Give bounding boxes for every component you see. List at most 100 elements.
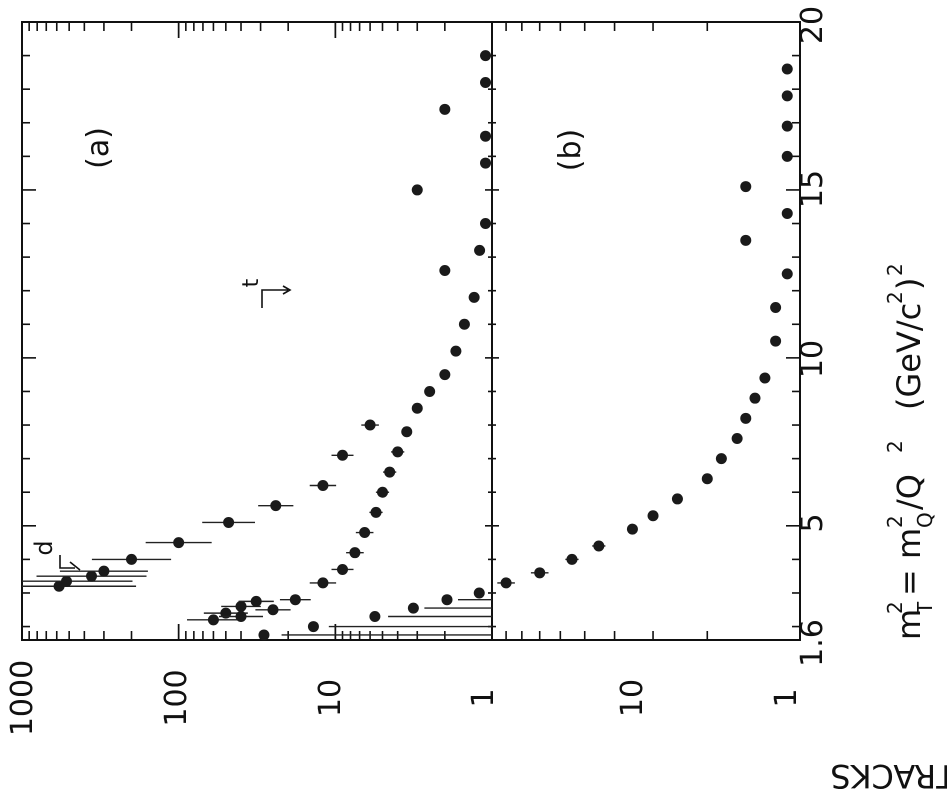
data-point [207, 614, 219, 626]
data-point [317, 480, 329, 491]
data-point [384, 466, 396, 478]
data-point [566, 553, 578, 565]
data-point [250, 595, 262, 607]
panel-b-frame [491, 21, 801, 641]
y-tick-label: 1 [466, 688, 501, 707]
data-point [781, 90, 793, 102]
x-label-sup: 2 [883, 263, 907, 276]
x-label-eq: = m [890, 528, 928, 596]
data-point [359, 527, 371, 539]
data-point [740, 181, 752, 193]
x-label-units: (GeV/c [890, 303, 928, 410]
data-point [349, 547, 361, 559]
y-tick-label: 10 [615, 679, 650, 717]
data-point [715, 453, 727, 465]
data-point [647, 510, 659, 522]
y-tick-label: 1 [769, 688, 804, 707]
annotation-t-bracket [261, 285, 292, 308]
data-point [450, 345, 462, 357]
x-label-sub: Q [913, 512, 937, 528]
data-point [411, 402, 423, 414]
x-tick-label: 5 [795, 513, 830, 532]
x-label-sub: T [913, 601, 937, 615]
data-point [458, 318, 470, 330]
x-axis-label: m T 2 = m Q 2 /Q 2 (GeV/c 2 ) 2 [883, 263, 937, 640]
data-point [770, 335, 782, 347]
data-point [289, 594, 301, 606]
x-label-sup: 2 [883, 440, 907, 453]
data-point [749, 392, 761, 404]
panel-a-label: (a) [81, 127, 116, 169]
data-point [439, 369, 451, 381]
data-point [441, 594, 453, 606]
x-label-sup: 2 [883, 291, 907, 304]
x-label-slash: /Q [890, 474, 928, 510]
data-point [701, 473, 713, 485]
annotation-d-bracket [59, 555, 81, 571]
data-point [235, 610, 247, 622]
data-point [267, 604, 279, 616]
data-point [439, 103, 451, 115]
data-point [474, 244, 486, 256]
data-point [439, 265, 451, 277]
data-point [376, 486, 388, 498]
data-point [235, 600, 247, 612]
data-point [407, 602, 419, 614]
data-point [781, 63, 793, 75]
data-point [781, 268, 793, 280]
annotation-t: t [239, 278, 292, 308]
data-point [392, 446, 404, 458]
data-point [480, 50, 492, 62]
data-point [534, 567, 546, 579]
data-point [223, 516, 235, 528]
y-tick-label: 10 [313, 679, 348, 717]
data-point [424, 385, 436, 397]
data-point [337, 563, 349, 575]
annotation-t-label: t [239, 278, 264, 287]
data-point [770, 301, 782, 313]
data-point [781, 120, 793, 132]
data-point [781, 150, 793, 162]
data-point [759, 372, 771, 384]
data-point [671, 493, 683, 505]
data-marks [22, 50, 793, 641]
data-point [626, 523, 638, 535]
data-point [731, 432, 743, 444]
y-tick-label: 1000 [5, 660, 40, 736]
data-point [98, 565, 110, 577]
data-point [473, 587, 485, 599]
panel-a-frame [21, 21, 493, 641]
y-tick-label: 100 [159, 669, 194, 726]
data-point [740, 412, 752, 424]
x-label-m: m [890, 609, 928, 640]
data-point [307, 621, 319, 633]
data-point [480, 76, 492, 88]
data-point [317, 577, 329, 589]
data-point [480, 130, 492, 142]
axis-ticks [21, 21, 801, 640]
data-point [411, 184, 423, 196]
data-point [173, 537, 185, 549]
data-point [258, 629, 270, 641]
x-label-sup: 2 [883, 601, 907, 614]
data-point [480, 218, 492, 230]
data-point [364, 419, 376, 431]
data-point [370, 506, 382, 518]
data-point [126, 553, 138, 565]
data-point [86, 570, 98, 582]
annotation-d: d [30, 540, 81, 571]
data-point [60, 575, 72, 587]
data-point [781, 207, 793, 219]
data-point [593, 540, 605, 552]
data-point [270, 500, 282, 512]
data-point [337, 449, 349, 461]
x-label-sup: 2 [883, 515, 907, 528]
y-axis-label: TRACKS [830, 757, 947, 794]
data-point [369, 610, 381, 622]
data-point [500, 577, 512, 589]
data-point [740, 234, 752, 246]
data-point [401, 426, 413, 438]
x-label-close: ) [890, 278, 928, 290]
panel-b-label: (b) [553, 129, 588, 171]
